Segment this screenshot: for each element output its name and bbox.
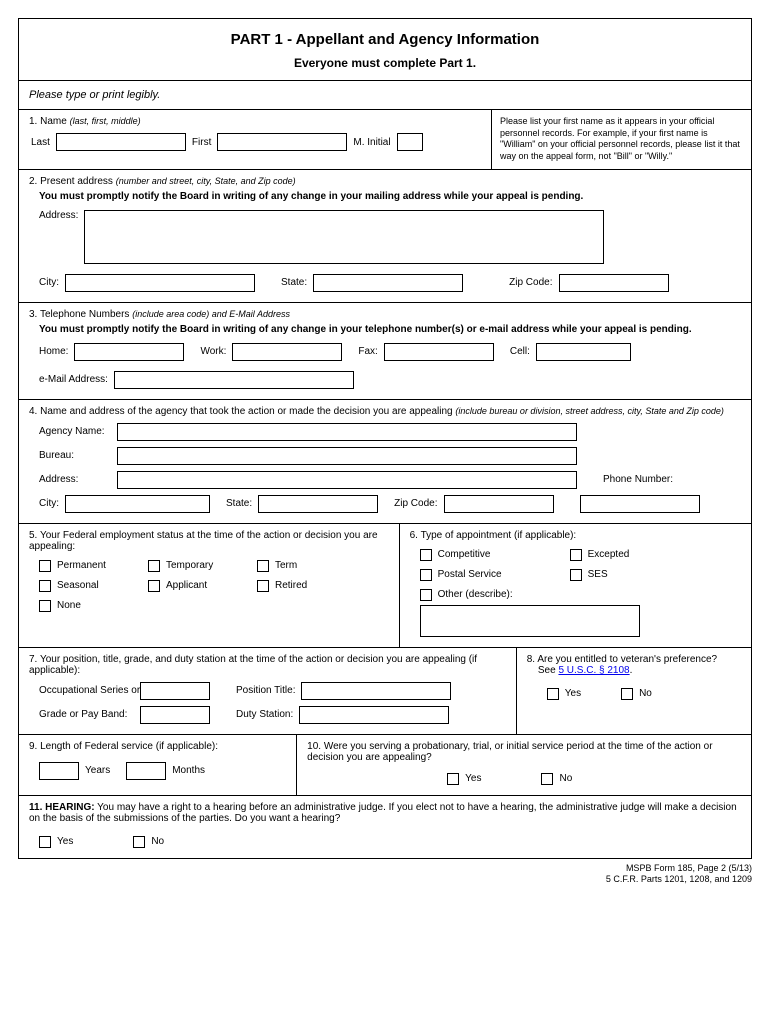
state-input[interactable] bbox=[313, 274, 463, 292]
city-input[interactable] bbox=[65, 274, 255, 292]
form-container: PART 1 - Appellant and Agency Informatio… bbox=[18, 18, 752, 859]
section-7-8: 7. Your position, title, grade, and duty… bbox=[19, 648, 751, 735]
cb-prob-no[interactable] bbox=[541, 773, 553, 785]
page-footer: MSPB Form 185, Page 2 (5/13) 5 C.F.R. Pa… bbox=[18, 863, 752, 886]
section-11: 11. HEARING: You may have a right to a h… bbox=[19, 796, 751, 858]
email-input[interactable] bbox=[114, 371, 354, 389]
cb-postal[interactable] bbox=[420, 569, 432, 581]
cb-hearing-yes[interactable] bbox=[39, 836, 51, 848]
years-input[interactable] bbox=[39, 762, 79, 780]
address-input[interactable] bbox=[84, 210, 604, 264]
cb-other[interactable] bbox=[420, 589, 432, 601]
cb-none[interactable] bbox=[39, 600, 51, 612]
cb-vet-no[interactable] bbox=[621, 688, 633, 700]
last-input[interactable] bbox=[56, 133, 186, 151]
section-2: 2. Present address (number and street, c… bbox=[19, 170, 751, 303]
header-subtitle: Everyone must complete Part 1. bbox=[27, 56, 743, 70]
months-input[interactable] bbox=[126, 762, 166, 780]
other-describe-input[interactable] bbox=[420, 605, 640, 637]
cb-retired[interactable] bbox=[257, 580, 269, 592]
cb-temporary[interactable] bbox=[148, 560, 160, 572]
cb-hearing-no[interactable] bbox=[133, 836, 145, 848]
cb-competitive[interactable] bbox=[420, 549, 432, 561]
grade-input[interactable] bbox=[140, 706, 210, 724]
cb-ses[interactable] bbox=[570, 569, 582, 581]
duty-station-input[interactable] bbox=[299, 706, 449, 724]
section-4: 4. Name and address of the agency that t… bbox=[19, 400, 751, 524]
work-phone-input[interactable] bbox=[232, 343, 342, 361]
section-9-10: 9. Length of Federal service (if applica… bbox=[19, 735, 751, 796]
first-input[interactable] bbox=[217, 133, 347, 151]
last-label: Last bbox=[31, 137, 50, 148]
mi-input[interactable] bbox=[397, 133, 423, 151]
occ-series-input[interactable] bbox=[140, 682, 210, 700]
print-instruction: Please type or print legibly. bbox=[19, 81, 751, 110]
zip-input[interactable] bbox=[559, 274, 669, 292]
mi-label: M. Initial bbox=[353, 137, 390, 148]
agency-city-input[interactable] bbox=[65, 495, 210, 513]
cb-seasonal[interactable] bbox=[39, 580, 51, 592]
usc-link[interactable]: 5 U.S.C. § 2108 bbox=[558, 665, 629, 676]
section-3: 3. Telephone Numbers (include area code)… bbox=[19, 303, 751, 400]
agency-phone-input[interactable] bbox=[580, 495, 700, 513]
form-header: PART 1 - Appellant and Agency Informatio… bbox=[19, 19, 751, 81]
agency-address-input[interactable] bbox=[117, 471, 577, 489]
home-phone-input[interactable] bbox=[74, 343, 184, 361]
section-5-6: 5. Your Federal employment status at the… bbox=[19, 524, 751, 648]
cb-term[interactable] bbox=[257, 560, 269, 572]
first-label: First bbox=[192, 137, 211, 148]
agency-name-input[interactable] bbox=[117, 423, 577, 441]
header-title: PART 1 - Appellant and Agency Informatio… bbox=[27, 31, 743, 48]
sec1-note: Please list your first name as it appear… bbox=[491, 110, 751, 169]
agency-zip-input[interactable] bbox=[444, 495, 554, 513]
position-title-input[interactable] bbox=[301, 682, 451, 700]
agency-state-input[interactable] bbox=[258, 495, 378, 513]
cb-permanent[interactable] bbox=[39, 560, 51, 572]
cb-applicant[interactable] bbox=[148, 580, 160, 592]
fax-input[interactable] bbox=[384, 343, 494, 361]
cb-vet-yes[interactable] bbox=[547, 688, 559, 700]
bureau-input[interactable] bbox=[117, 447, 577, 465]
cb-prob-yes[interactable] bbox=[447, 773, 459, 785]
cb-excepted[interactable] bbox=[570, 549, 582, 561]
section-1: 1. Name (last, first, middle) Last First… bbox=[19, 110, 751, 170]
cell-input[interactable] bbox=[536, 343, 631, 361]
sec1-label: 1. Name (last, first, middle) bbox=[29, 116, 481, 127]
